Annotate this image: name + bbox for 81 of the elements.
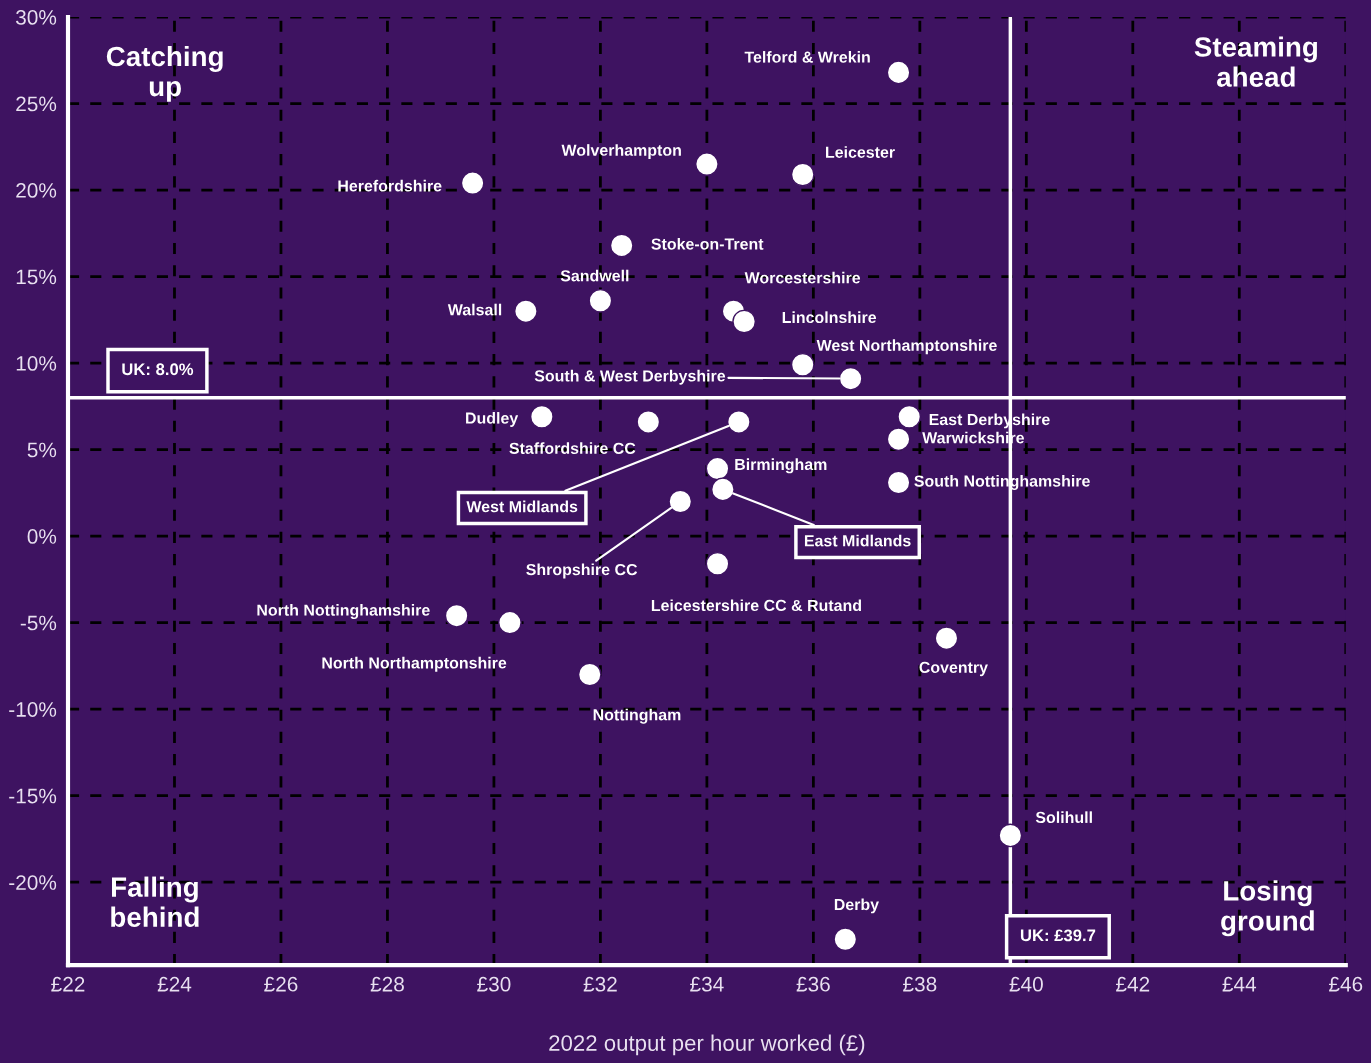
series-label: Lincolnshire xyxy=(782,311,877,324)
annotation: Falling behind xyxy=(111,876,199,927)
annotation: Losing ground xyxy=(1221,880,1314,937)
x-tick-label: £36 xyxy=(796,976,830,992)
series-label: Herefordshire xyxy=(338,179,442,192)
y-tick-label: 0% xyxy=(27,529,57,544)
point xyxy=(498,610,522,635)
y-tick-label: 25% xyxy=(16,96,57,112)
text: Leicestershire CC & Rutand xyxy=(651,599,861,612)
y-tick-label: -20% xyxy=(9,875,57,890)
text: East Midlands xyxy=(804,534,911,547)
point xyxy=(513,299,538,324)
y-tick-label: -10% xyxy=(9,702,57,717)
x-tick-label: £24 xyxy=(157,976,192,992)
point xyxy=(886,470,911,495)
point xyxy=(886,60,911,85)
series-label: Sandwell xyxy=(560,269,629,282)
x-tick-label: £26 xyxy=(264,976,298,992)
point xyxy=(444,603,469,628)
x-tick-label: £46 xyxy=(1328,976,1363,992)
y-tick-label: -15% xyxy=(9,788,57,804)
point xyxy=(705,551,730,576)
point xyxy=(609,233,634,258)
point xyxy=(726,410,751,434)
point xyxy=(694,152,719,176)
y-tick-label: -5% xyxy=(20,615,57,631)
annotation: Steaming ahead xyxy=(1194,36,1317,87)
x-tick-label: £28 xyxy=(370,976,404,992)
x-tick-label: £32 xyxy=(583,976,617,992)
x-tick-label: £30 xyxy=(477,976,511,992)
point xyxy=(588,288,613,313)
series-label: Stoke-on-Trent xyxy=(651,237,764,250)
series-label: Solihull xyxy=(1035,811,1092,824)
y-tick-label: 10% xyxy=(16,356,57,371)
series-label: Coventry xyxy=(919,661,988,677)
annotation: Catching up xyxy=(106,45,223,102)
point xyxy=(710,477,735,502)
point xyxy=(998,823,1023,848)
point xyxy=(529,404,554,429)
point xyxy=(668,489,693,514)
point xyxy=(934,626,959,651)
series-label: Wolverhampton xyxy=(561,144,681,160)
point xyxy=(705,456,730,481)
x-tick-label: £22 xyxy=(51,976,85,992)
series-label: Leicester xyxy=(826,146,895,158)
series-label: North Northamptonshire xyxy=(322,656,507,672)
text: West Midlands xyxy=(466,500,578,513)
series-label: Birmingham xyxy=(735,458,827,474)
series-label: Nottingham xyxy=(593,708,681,724)
point xyxy=(833,927,858,952)
ref-line-label: UK: 8.0% xyxy=(122,363,194,376)
point xyxy=(897,404,922,429)
point xyxy=(460,171,485,196)
point xyxy=(790,352,815,377)
series-label: Walsall xyxy=(447,303,502,316)
series-label: Worcestershire xyxy=(744,271,861,284)
x-tick-label: £40 xyxy=(1009,976,1043,992)
point xyxy=(732,309,757,334)
series-label: Dudley xyxy=(466,412,519,427)
series-label: West Northamptonshire xyxy=(816,339,997,355)
x-tick-label: £38 xyxy=(903,976,937,992)
point xyxy=(790,162,815,187)
series-label: Staffordshire CC xyxy=(509,442,636,454)
text: Shropshire CC xyxy=(526,563,638,579)
series-label: North Nottinghamshire xyxy=(257,604,430,619)
point xyxy=(886,427,911,452)
series-label: Derby xyxy=(834,898,879,914)
point xyxy=(838,366,863,391)
text: South & West Derbyshire xyxy=(534,369,726,385)
series-label: Telford & Wrekin xyxy=(744,51,870,63)
y-tick-label: 20% xyxy=(16,183,57,198)
x-axis-title: 2022 output per hour worked (£) xyxy=(549,1034,865,1056)
ref-line-label: UK: £39.7 xyxy=(1020,929,1096,942)
x-tick-label: £44 xyxy=(1222,976,1257,992)
x-tick-label: £42 xyxy=(1116,976,1150,992)
point xyxy=(636,410,661,434)
y-tick-label: 5% xyxy=(27,442,57,458)
x-tick-label: £34 xyxy=(690,976,724,992)
y-tick-label: 30% xyxy=(15,10,57,25)
y-tick-label: 15% xyxy=(16,269,57,285)
point xyxy=(577,662,602,687)
